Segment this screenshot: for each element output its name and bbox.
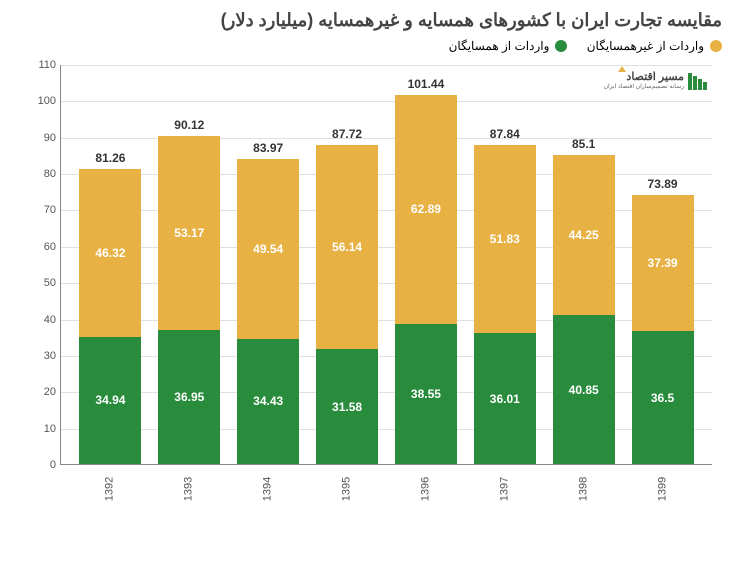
y-tick-label: 100 (26, 95, 56, 107)
x-tick-label: 1394 (262, 450, 274, 529)
x-tick-label: 1398 (578, 450, 590, 529)
y-tick-label: 60 (26, 241, 56, 253)
y-tick-label: 110 (26, 59, 56, 71)
x-tick-label: 1396 (420, 450, 432, 529)
bar-segment-non-neighbors: 53.17 (158, 136, 220, 329)
bar-segment-neighbors: 36.5 (632, 331, 694, 464)
bar-segment-non-neighbors: 46.32 (79, 169, 141, 337)
y-tick-label: 50 (26, 277, 56, 289)
bar-stack: 36.537.39 (632, 195, 694, 464)
y-tick-label: 10 (26, 423, 56, 435)
y-tick-label: 90 (26, 132, 56, 144)
bar-segment-neighbors: 31.58 (316, 349, 378, 464)
bar-stack: 34.9446.32 (79, 169, 141, 464)
bar-group: 34.4349.54 83.97 (229, 65, 308, 464)
bar-total-label: 90.12 (150, 118, 229, 132)
bar-total-label: 87.84 (465, 127, 544, 141)
x-tick-label: 1399 (657, 450, 669, 529)
bar-stack: 38.5562.89 (395, 95, 457, 464)
y-tick-label: 70 (26, 204, 56, 216)
bar-segment-neighbors: 34.94 (79, 337, 141, 464)
bar-segment-neighbors: 40.85 (553, 315, 615, 464)
x-tick-label: 1397 (499, 450, 511, 529)
y-tick-label: 20 (26, 386, 56, 398)
x-tick-label: 1393 (183, 450, 195, 529)
bar-total-label: 85.1 (544, 137, 623, 151)
chart-container: مقایسه تجارت ایران با کشورهای همسایه و غ… (0, 0, 742, 565)
bar-stack: 36.0151.83 (474, 145, 536, 464)
legend-label-neighbors: واردات از همسایگان (449, 39, 550, 53)
bar-total-label: 81.26 (71, 151, 150, 165)
legend-swatch-non-neighbors (710, 40, 722, 52)
bar-segment-non-neighbors: 51.83 (474, 145, 536, 333)
bar-total-label: 101.44 (387, 77, 466, 91)
y-tick-label: 0 (26, 459, 56, 471)
bar-segment-non-neighbors: 37.39 (632, 195, 694, 331)
x-tick-label: 1392 (104, 450, 116, 529)
bar-segment-non-neighbors: 56.14 (316, 145, 378, 349)
bar-segment-neighbors: 36.01 (474, 333, 536, 464)
bar-group: 38.5562.89 101.44 (387, 65, 466, 464)
bar-segment-neighbors: 38.55 (395, 324, 457, 464)
legend-item-non-neighbors: واردات از غیرهمسایگان (587, 39, 722, 53)
bar-stack: 34.4349.54 (237, 159, 299, 464)
bar-group: 36.537.39 73.89 (623, 65, 702, 464)
legend: واردات از غیرهمسایگان واردات از همسایگان (20, 39, 722, 55)
chart-title: مقایسه تجارت ایران با کشورهای همسایه و غ… (20, 10, 722, 31)
y-tick-label: 30 (26, 350, 56, 362)
bar-segment-non-neighbors: 62.89 (395, 95, 457, 324)
bar-total-label: 83.97 (229, 141, 308, 155)
y-tick-label: 40 (26, 314, 56, 326)
bar-total-label: 73.89 (623, 177, 702, 191)
bar-group: 40.8544.25 85.1 (544, 65, 623, 464)
bar-segment-non-neighbors: 49.54 (237, 159, 299, 339)
bar-segment-non-neighbors: 44.25 (553, 155, 615, 316)
bar-group: 36.0151.83 87.84 (465, 65, 544, 464)
bar-group: 36.9553.17 90.12 (150, 65, 229, 464)
bar-stack: 31.5856.14 (316, 145, 378, 464)
bar-segment-neighbors: 36.95 (158, 330, 220, 464)
legend-swatch-neighbors (555, 40, 567, 52)
legend-label-non-neighbors: واردات از غیرهمسایگان (587, 39, 704, 53)
bar-stack: 36.9553.17 (158, 136, 220, 464)
bars-row: 34.9446.3281.2636.9553.1790.1234.4349.54… (61, 65, 712, 464)
legend-item-neighbors: واردات از همسایگان (449, 39, 568, 53)
plot-area: 34.9446.3281.2636.9553.1790.1234.4349.54… (60, 65, 712, 465)
x-axis-labels: 13921393139413951396139713981399 (60, 465, 712, 495)
y-tick-label: 80 (26, 168, 56, 180)
bar-segment-neighbors: 34.43 (237, 339, 299, 464)
bar-stack: 40.8544.25 (553, 155, 615, 464)
bar-group: 34.9446.32 81.26 (71, 65, 150, 464)
bar-group: 31.5856.14 87.72 (308, 65, 387, 464)
x-tick-label: 1395 (341, 450, 353, 529)
bar-total-label: 87.72 (308, 127, 387, 141)
